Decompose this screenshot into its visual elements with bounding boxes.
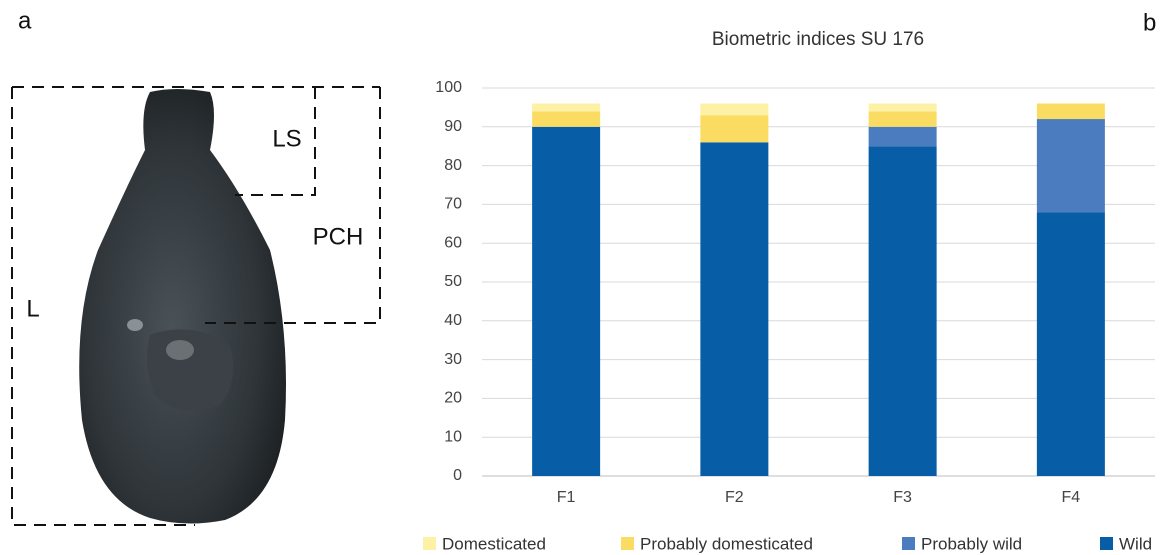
legend-swatch: [423, 537, 436, 550]
legend-label: Wild: [1119, 534, 1152, 553]
chart-title: Biometric indices SU 176: [712, 29, 924, 50]
bar-segment: [532, 127, 600, 476]
bar-segment: [532, 104, 600, 112]
legend-label: Probably wild: [921, 534, 1022, 553]
y-tick-label: 100: [435, 79, 462, 96]
x-tick-label: F3: [893, 489, 912, 506]
bar-segment: [1037, 104, 1105, 120]
legend-swatch: [1100, 537, 1113, 550]
annotation: PCH: [313, 223, 364, 250]
x-tick-label: F4: [1062, 489, 1081, 506]
bar-segment: [700, 142, 768, 476]
bar-segment: [700, 115, 768, 142]
bar-segment: [1037, 212, 1105, 476]
panel-label: a: [18, 7, 32, 34]
seed: [79, 89, 286, 524]
seed-photo: [79, 89, 286, 524]
annotation: LS: [272, 125, 301, 152]
bar-segment: [1037, 119, 1105, 212]
y-tick-label: 80: [444, 157, 462, 174]
bar-segment: [869, 111, 937, 127]
y-tick-label: 60: [444, 234, 462, 251]
x-tick-label: F1: [557, 489, 576, 506]
legend-swatch: [902, 537, 915, 550]
panel-label: b: [1143, 9, 1156, 36]
legend-label: Probably domesticated: [640, 534, 813, 553]
y-tick-label: 70: [444, 196, 462, 213]
bar-segment: [869, 146, 937, 476]
figure: a b LS PCH L Biometric indices SU 176 0 1…: [0, 0, 1164, 555]
y-tick-label: 30: [444, 351, 462, 368]
annotation: L: [26, 295, 39, 322]
y-tick-label: 50: [444, 273, 462, 290]
legend-swatch: [621, 537, 634, 550]
bar-segment: [869, 127, 937, 146]
y-tick-label: 10: [444, 428, 462, 445]
bar-segment: [532, 111, 600, 127]
legend-label: Domesticated: [442, 534, 546, 553]
seed-highlight: [166, 340, 194, 360]
y-tick-label: 0: [453, 467, 462, 484]
bar-segment: [869, 104, 937, 112]
y-tick-label: 20: [444, 390, 462, 407]
x-tick-label: F2: [725, 489, 744, 506]
seed-highlight: [127, 319, 143, 331]
plot: 0 10 20 30 40 50 60 70 80 90 100 F1 F2 F3 F4 Domesticat…: [423, 79, 1155, 553]
bar-segment: [700, 104, 768, 116]
y-tick-label: 40: [444, 312, 462, 329]
seed-scar: [147, 329, 233, 410]
y-tick-label: 90: [444, 118, 462, 135]
